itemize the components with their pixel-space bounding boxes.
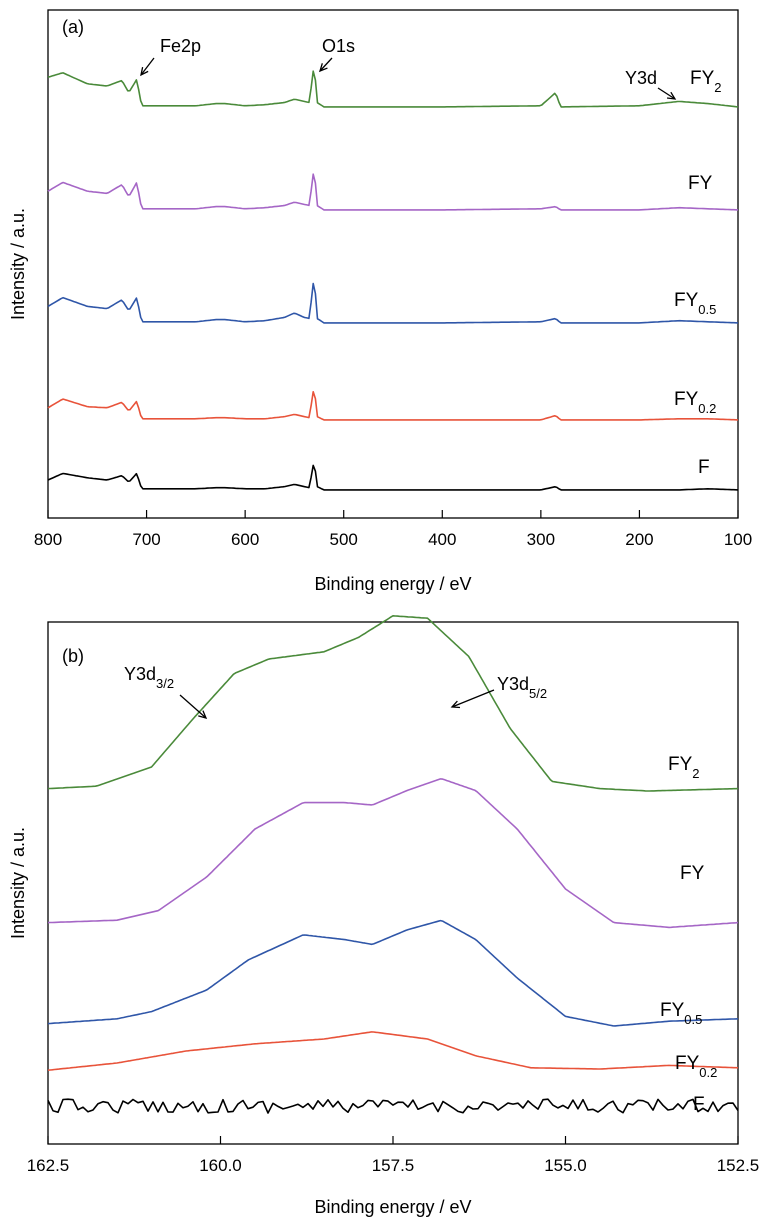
series-label: FY <box>688 173 713 194</box>
annotation-arrow <box>319 57 333 72</box>
traces-b <box>47 615 739 1114</box>
x-tick-label: 700 <box>132 530 160 549</box>
series-line <box>47 615 739 792</box>
annotation-arrowhead <box>198 710 208 719</box>
y-axis-title-b: Intensity / a.u. <box>8 827 28 939</box>
annotation-arrow <box>657 87 676 100</box>
x-ticks-b: 162.5 160.0 157.5 155.0 152.5 <box>27 1136 760 1175</box>
panel-tag-a: (a) <box>62 17 84 37</box>
annotation-arrowhead <box>450 700 461 709</box>
series-line <box>47 70 739 108</box>
x-tick-label: 157.5 <box>372 1156 415 1175</box>
x-tick-label: 800 <box>34 530 62 549</box>
x-tick-label: 400 <box>428 530 456 549</box>
traces-a <box>47 70 739 491</box>
series-line <box>47 464 739 491</box>
series-line <box>47 391 739 421</box>
y-axis-title-a: Intensity / a.u. <box>8 208 28 320</box>
annotation-arrowhead <box>318 63 328 73</box>
x-tick-label: 100 <box>724 530 752 549</box>
x-tick-label: 162.5 <box>27 1156 70 1175</box>
panel-tag-b: (b) <box>62 646 84 666</box>
x-tick-label: 500 <box>330 530 358 549</box>
x-tick-label: 300 <box>527 530 555 549</box>
x-tick-label: 600 <box>231 530 259 549</box>
series-line <box>47 173 739 211</box>
annotation-arrow <box>140 57 155 76</box>
x-tick-label: 200 <box>625 530 653 549</box>
series-label: FY2 <box>668 754 700 781</box>
series-label: FY0.5 <box>660 1000 702 1027</box>
series-label: FY0.2 <box>675 1053 717 1080</box>
annotation-arrowhead <box>140 67 149 77</box>
series-label: FY0.5 <box>674 290 716 317</box>
x-tick-label: 155.0 <box>544 1156 587 1175</box>
chart-panel-a: (a) 800 700 600 500 400 300 200 100 F FY0.2 FY0.5… <box>8 9 752 594</box>
series-label: FY2 <box>690 68 722 95</box>
series-label: F <box>693 1094 705 1115</box>
series-line <box>47 282 739 324</box>
x-axis-title-b: Binding energy / eV <box>314 1197 471 1217</box>
series-label: FY <box>680 863 705 884</box>
chart-panel-b: (b) 162.5 160.0 157.5 155.0 152.5 F FY0.2 FY0.… <box>8 615 760 1217</box>
series-labels-b: F FY0.2 FY0.5 FY FY2 <box>660 754 717 1115</box>
x-tick-label: 160.0 <box>199 1156 242 1175</box>
annotations-a: Fe2p O1s Y3d <box>140 36 677 100</box>
x-ticks-a: 800 700 600 500 400 300 200 100 <box>34 510 752 549</box>
annotation-label: Y3d3/2 <box>124 664 174 691</box>
annotation-label: Fe2p <box>160 36 201 56</box>
annotation-label: O1s <box>322 36 355 56</box>
series-line <box>47 1031 739 1071</box>
series-line <box>47 778 739 929</box>
annotation-label: Y3d <box>625 68 657 88</box>
series-line <box>47 1098 739 1114</box>
annotation-arrow <box>179 694 207 719</box>
plot-frame-a <box>47 9 739 519</box>
series-labels-a: F FY0.2 FY0.5 FY FY2 <box>674 68 722 478</box>
annotation-arrowhead <box>666 91 677 100</box>
plot-frame-b <box>47 621 739 1145</box>
x-axis-title-a: Binding energy / eV <box>314 574 471 594</box>
series-label: FY0.2 <box>674 389 716 416</box>
x-tick-label: 152.5 <box>717 1156 760 1175</box>
series-label: F <box>698 457 710 478</box>
series-line <box>47 919 739 1027</box>
annotation-arrow <box>451 689 495 708</box>
annotations-b: Y3d3/2 Y3d5/2 <box>124 664 547 719</box>
annotation-label: Y3d5/2 <box>497 674 547 701</box>
